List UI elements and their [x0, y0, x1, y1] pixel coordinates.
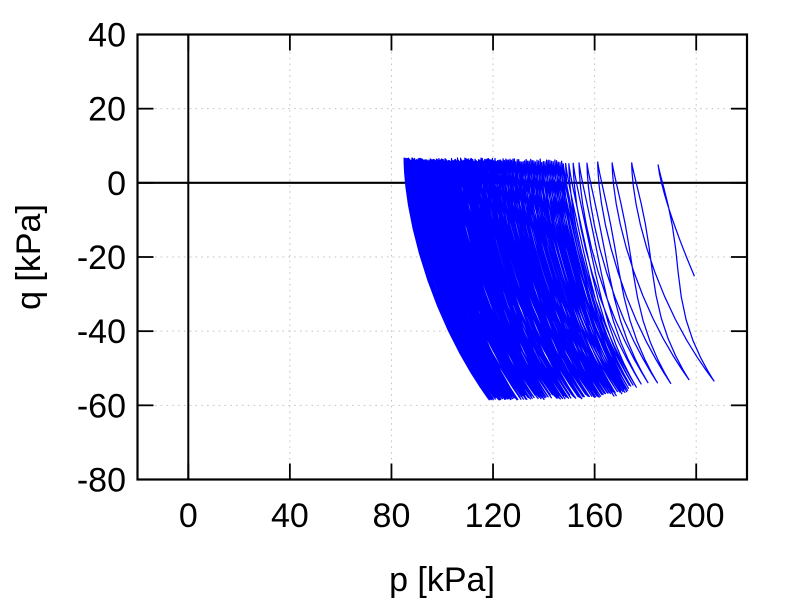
stress-path-line — [403, 157, 715, 401]
x-tick-label-0: 0 — [179, 497, 198, 535]
y-tick-label-20: 20 — [88, 91, 126, 129]
x-tick-label-200: 200 — [668, 497, 725, 535]
data-series — [403, 157, 715, 401]
x-tick-label-40: 40 — [271, 497, 309, 535]
plot-frame — [136, 33, 749, 481]
y-tick-label--40: -40 — [77, 313, 126, 351]
y-tick-label--60: -60 — [77, 387, 126, 425]
y-tick-label--80: -80 — [77, 462, 126, 500]
y-axis-label: q [kPa] — [10, 204, 48, 310]
y-tick-label-0: 0 — [107, 165, 126, 203]
y-tick-label-40: 40 — [88, 17, 126, 55]
x-axis-label: p [kPa] — [389, 561, 495, 599]
x-tick-label-80: 80 — [373, 497, 411, 535]
x-tick-label-120: 120 — [465, 497, 522, 535]
x-tick-label-160: 160 — [566, 497, 623, 535]
y-tick-label--20: -20 — [77, 239, 126, 277]
